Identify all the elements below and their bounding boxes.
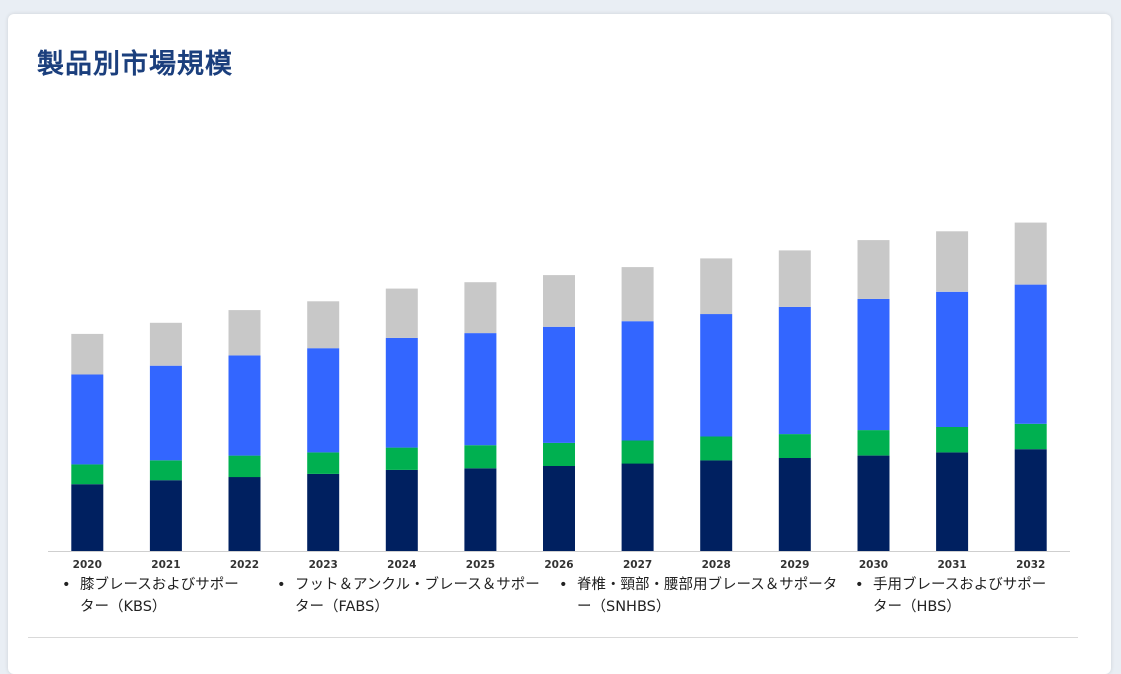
bar-segment-2021-series-2 <box>149 365 182 461</box>
bar-segment-2029-series-2 <box>778 306 811 435</box>
bar-segment-2030-series-3 <box>857 240 890 299</box>
x-tick-label-2028: 2028 <box>702 559 731 571</box>
page-title: 製品別市場規模 <box>37 49 233 80</box>
x-tick-label-2026: 2026 <box>544 559 573 571</box>
bar-segment-2028-series-1 <box>700 436 733 461</box>
legend-label-snhbs: 脊椎・頸部・腰部用ブレース＆サポーター（SNHBS） <box>577 577 838 615</box>
bar-segment-2029-series-0 <box>778 458 811 551</box>
bar-segment-2030-series-0 <box>857 455 890 551</box>
bar-segment-2021-series-3 <box>149 322 182 366</box>
bar-segment-2029-series-3 <box>778 250 811 307</box>
legend-item-hbs: • 手用ブレースおよびサポーター（HBS） <box>855 574 1060 618</box>
bar-segment-2027-series-0 <box>621 463 654 551</box>
bar-segment-2030-series-1 <box>857 430 890 456</box>
bar-segment-2023-series-0 <box>307 473 340 551</box>
bar-segment-2031-series-3 <box>936 231 969 292</box>
legend-label-fabs: フット＆アンクル・ブレース＆サポーター（FABS） <box>295 577 540 615</box>
bar-segment-2022-series-1 <box>228 455 261 478</box>
bottom-divider <box>28 637 1078 638</box>
x-tick-label-2027: 2027 <box>623 559 652 571</box>
bar-segment-2026-series-0 <box>543 465 575 551</box>
legend-item-kbs: • 膝ブレースおよびサポーター（KBS） <box>62 574 252 618</box>
bar-segment-2022-series-0 <box>228 477 261 551</box>
bar-segment-2026-series-3 <box>543 275 575 327</box>
bar-segment-2025-series-1 <box>464 445 497 469</box>
legend-bullet: • <box>62 577 71 593</box>
bar-segment-2028-series-2 <box>700 314 733 437</box>
bar-segment-2027-series-3 <box>621 267 654 322</box>
bar-segment-2031-series-2 <box>936 291 969 427</box>
bar-segment-2024-series-3 <box>385 288 418 338</box>
bar-segment-2020-series-2 <box>71 374 104 465</box>
legend-label-kbs: 膝ブレースおよびサポーター（KBS） <box>80 577 239 615</box>
legend-bullet: • <box>559 577 568 593</box>
legend-label-hbs: 手用ブレースおよびサポーター（HBS） <box>873 577 1047 615</box>
bar-segment-2032-series-1 <box>1014 423 1047 450</box>
x-tick-label-2031: 2031 <box>937 559 966 571</box>
bar-segment-2028-series-0 <box>700 460 733 551</box>
bar-segment-2030-series-2 <box>857 298 890 431</box>
x-tick-label-2022: 2022 <box>230 559 259 571</box>
bar-segment-2020-series-3 <box>71 333 104 375</box>
bar-segment-2023-series-1 <box>307 452 340 474</box>
bar-segment-2025-series-0 <box>464 468 497 551</box>
bar-segment-2027-series-2 <box>621 321 654 441</box>
bar-segment-2024-series-0 <box>385 469 418 551</box>
x-tick-label-2024: 2024 <box>387 559 416 571</box>
x-tick-label-2029: 2029 <box>780 559 809 571</box>
bar-segment-2021-series-0 <box>149 480 182 551</box>
bar-segment-2026-series-1 <box>543 442 575 466</box>
bar-segment-2022-series-3 <box>228 310 261 356</box>
bar-segment-2020-series-1 <box>71 464 104 485</box>
bar-segment-2027-series-1 <box>621 440 654 464</box>
legend-bullet: • <box>277 577 286 593</box>
bar-segment-2025-series-2 <box>464 333 497 446</box>
x-tick-label-2021: 2021 <box>151 559 180 571</box>
bar-segment-2032-series-3 <box>1014 222 1047 285</box>
x-tick-label-2020: 2020 <box>73 559 102 571</box>
bar-segment-2024-series-1 <box>385 447 418 470</box>
bar-segment-2031-series-0 <box>936 452 969 551</box>
stacked-bar-chart: 2020 2021 2022 2023 2024 2025 2026 2027 2028 2029… <box>48 222 1070 571</box>
bar-segment-2021-series-1 <box>149 460 182 481</box>
x-tick-label-2030: 2030 <box>859 559 888 571</box>
bar-segment-2026-series-2 <box>543 326 575 443</box>
bar-segment-2024-series-2 <box>385 337 418 448</box>
bar-segment-2023-series-3 <box>307 301 340 349</box>
bar-segment-2025-series-3 <box>464 282 497 334</box>
x-tick-label-2032: 2032 <box>1016 559 1045 571</box>
bar-segment-2031-series-1 <box>936 427 969 453</box>
bar-segment-2020-series-0 <box>71 484 104 551</box>
legend-item-fabs: • フット＆アンクル・ブレース＆サポーター（FABS） <box>277 574 542 618</box>
x-tick-label-2025: 2025 <box>466 559 495 571</box>
bar-segment-2028-series-3 <box>700 258 733 315</box>
bar-segment-2029-series-1 <box>778 434 811 458</box>
x-tick-label-2023: 2023 <box>309 559 338 571</box>
bar-segment-2032-series-0 <box>1014 449 1047 551</box>
legend-bullet: • <box>855 577 864 593</box>
legend-item-snhbs: • 脊椎・頸部・腰部用ブレース＆サポーター（SNHBS） <box>559 574 844 618</box>
bar-segment-2022-series-2 <box>228 355 261 456</box>
bar-segment-2032-series-2 <box>1014 284 1047 424</box>
bar-segment-2023-series-2 <box>307 348 340 453</box>
